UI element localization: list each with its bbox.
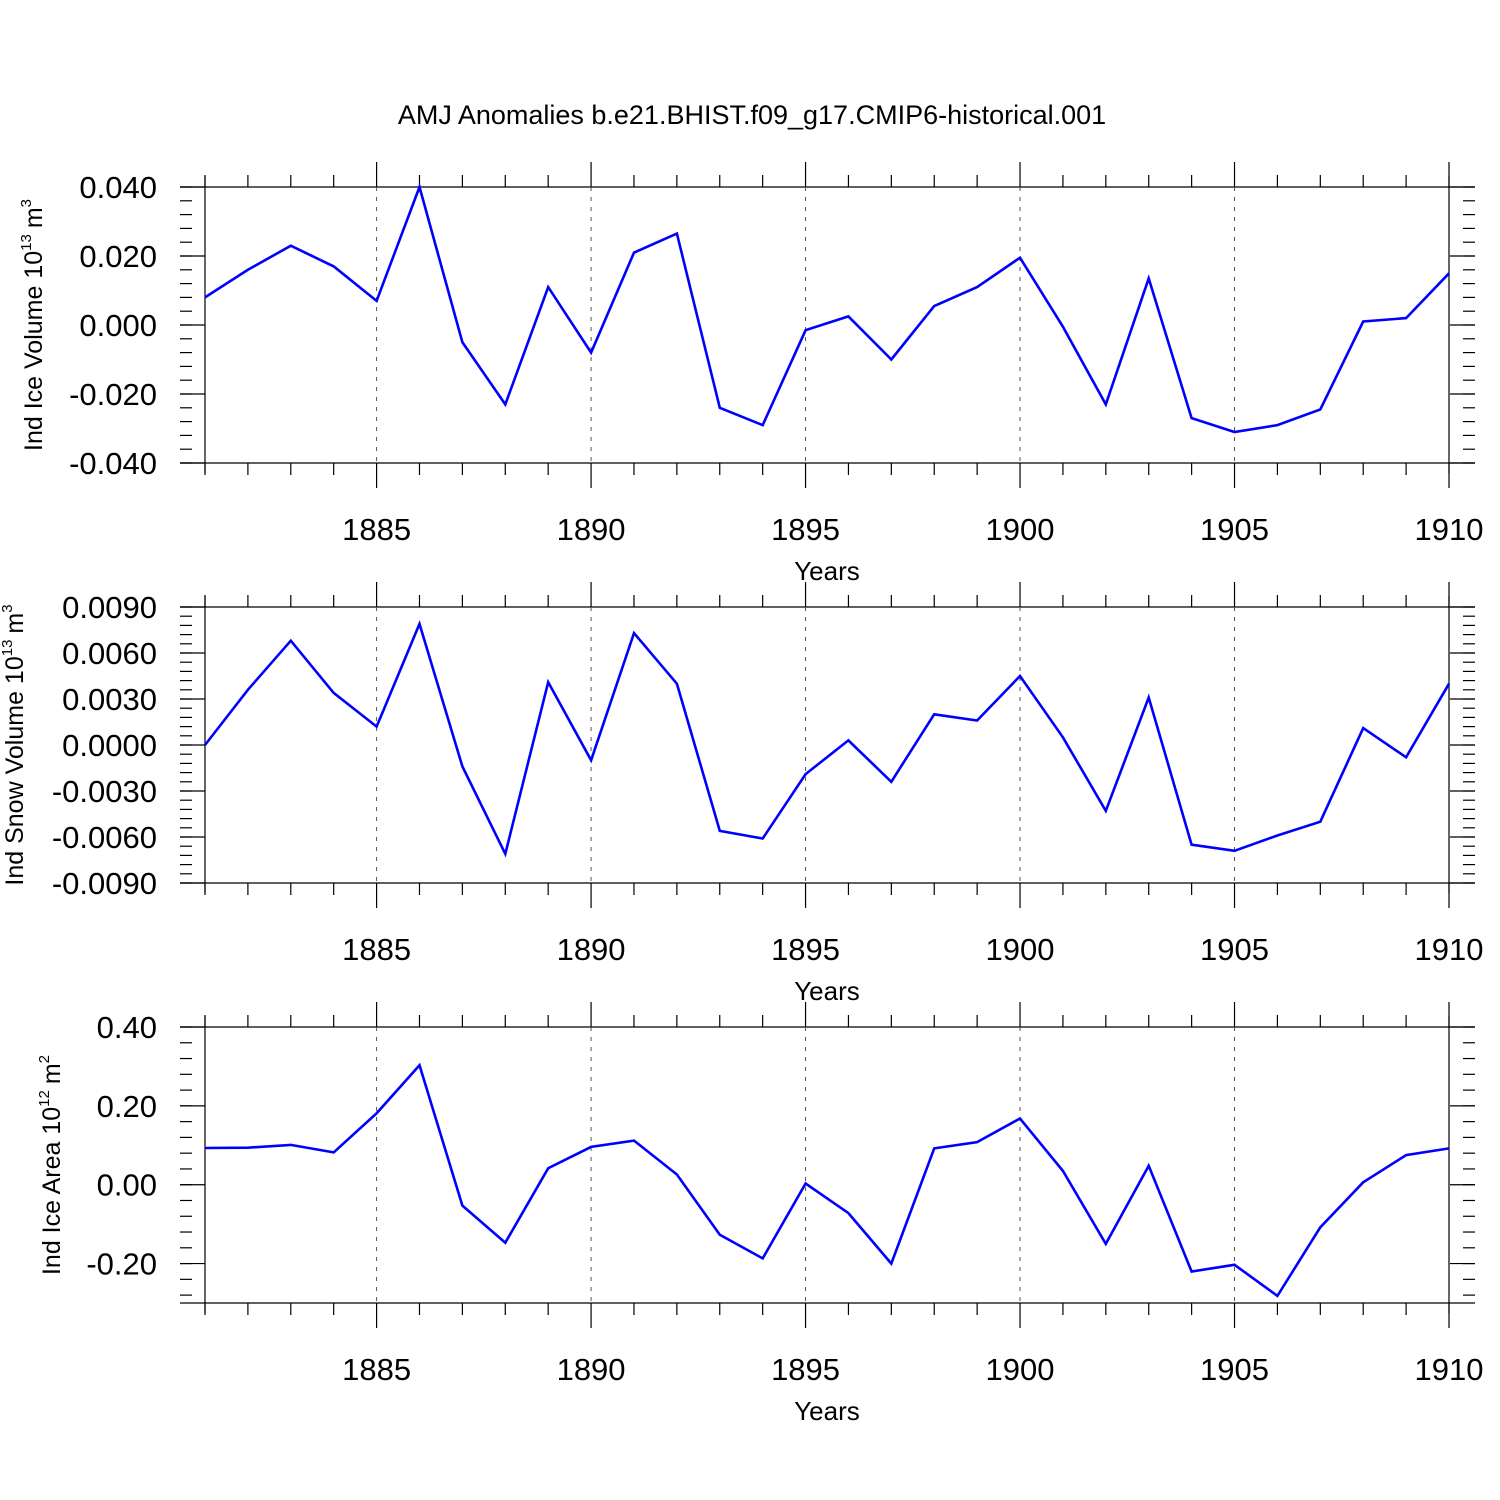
x-tick-label: 1905	[1200, 512, 1269, 547]
y-tick-label: 0.00	[97, 1168, 157, 1203]
x-axis-label: Years	[794, 976, 860, 1006]
y-tick-label: -0.0060	[52, 820, 157, 855]
y-tick-label: -0.0030	[52, 774, 157, 809]
y-tick-label: 0.0030	[62, 682, 157, 717]
y-tick-label: -0.20	[86, 1247, 157, 1282]
x-tick-label: 1890	[557, 512, 626, 547]
x-tick-label: 1910	[1415, 932, 1484, 967]
y-tick-label: 0.000	[79, 308, 157, 343]
y-tick-label: 0.0090	[62, 590, 157, 625]
figure-title: AMJ Anomalies b.e21.BHIST.f09_g17.CMIP6-…	[398, 100, 1106, 130]
x-tick-label: 1890	[557, 932, 626, 967]
x-tick-label: 1895	[771, 512, 840, 547]
x-tick-label: 1890	[557, 1352, 626, 1387]
x-tick-label: 1905	[1200, 1352, 1269, 1387]
panel-ice-area: 0.40 0.20 0.00 -0.20 1885 1890 1895 1900 1905 191…	[36, 1002, 1483, 1426]
panel-ice-volume: 0.040 0.020 0.000 -0.020 -0.040 1885 1890 1895 1…	[18, 162, 1483, 586]
y-tick-label: 0.0060	[62, 636, 157, 671]
y-axis-label: Ind Ice Area 1012m2	[36, 1055, 66, 1275]
y-tick-label: -0.040	[69, 446, 157, 481]
y-tick-label: 0.40	[97, 1010, 157, 1045]
x-tick-label: 1910	[1415, 1352, 1484, 1387]
x-tick-label: 1885	[342, 1352, 411, 1387]
y-tick-label: -0.0090	[52, 866, 157, 901]
x-tick-label: 1895	[771, 1352, 840, 1387]
x-tick-label: 1895	[771, 932, 840, 967]
y-tick-label: 0.040	[79, 170, 157, 205]
series-line	[203, 620, 1451, 858]
y-tick-label: 0.0000	[62, 728, 157, 763]
x-tick-label: 1900	[986, 512, 1055, 547]
x-tick-label: 1910	[1415, 512, 1484, 547]
panel-snow-volume: 0.0090 0.0060 0.0030 0.0000 -0.0030 -0.0060 -0…	[0, 582, 1483, 1006]
x-axis-label: Years	[794, 556, 860, 586]
x-tick-label: 1900	[986, 932, 1055, 967]
y-axis-label: Ind Ice Volume 1013m3	[18, 199, 48, 451]
y-axis-label: Ind Snow Volume 1013m3	[0, 604, 29, 885]
y-tick-label: -0.020	[69, 377, 157, 412]
x-axis-label: Years	[794, 1396, 860, 1426]
y-tick-label: 0.20	[97, 1089, 157, 1124]
x-tick-label: 1905	[1200, 932, 1269, 967]
x-tick-label: 1885	[342, 932, 411, 967]
x-tick-label: 1885	[342, 512, 411, 547]
series-line	[204, 1062, 1450, 1298]
series-line	[204, 182, 1450, 434]
y-tick-label: 0.020	[79, 239, 157, 274]
x-tick-label: 1900	[986, 1352, 1055, 1387]
